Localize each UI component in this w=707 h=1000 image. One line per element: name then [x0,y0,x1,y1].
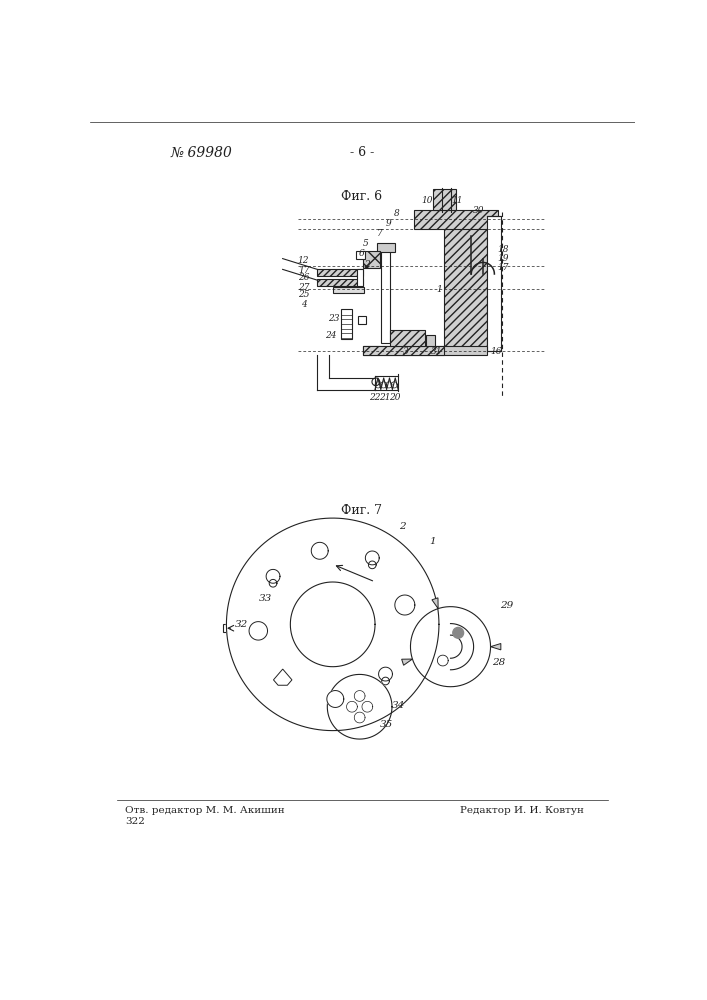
Circle shape [411,607,491,687]
Circle shape [395,595,415,615]
Text: 2: 2 [399,522,405,531]
Text: 7: 7 [377,229,382,238]
Bar [290,627,301,634]
Text: 35: 35 [380,720,393,729]
Circle shape [382,677,390,685]
Bar [390,330,425,346]
Bar [433,189,456,210]
Bar [363,251,380,268]
Text: 12: 12 [298,256,309,265]
Text: 8: 8 [394,209,399,218]
Circle shape [378,667,392,681]
Text: Редактор И. И. Ковтун: Редактор И. И. Ковтун [460,806,583,815]
Text: 26: 26 [298,273,310,282]
Text: 19: 19 [497,254,508,263]
Circle shape [327,674,392,739]
Bar [341,309,352,339]
Text: 3: 3 [403,347,409,356]
Bar [317,279,363,286]
Text: 32: 32 [235,620,247,629]
Text: 31: 31 [431,347,443,356]
Text: 27: 27 [298,283,310,292]
Circle shape [269,579,277,587]
Text: 9: 9 [386,219,392,228]
Text: 20: 20 [389,393,400,402]
Circle shape [311,542,328,559]
Text: 5: 5 [363,239,368,248]
Text: 4: 4 [301,300,307,309]
Bar [426,335,435,346]
Text: 6: 6 [359,249,365,258]
Bar [414,210,498,229]
Text: 25: 25 [298,290,310,299]
Text: 10: 10 [421,196,433,205]
Circle shape [452,627,464,638]
Text: 17: 17 [497,263,508,272]
Text: 1: 1 [429,537,436,546]
Text: 26: 26 [296,635,308,644]
Text: 23: 23 [329,314,340,323]
Text: 33: 33 [259,594,272,603]
Bar [356,251,365,259]
Text: 28: 28 [491,658,505,667]
Bar [377,243,395,252]
Polygon shape [491,643,501,650]
Text: 29: 29 [500,601,513,610]
Circle shape [438,655,448,666]
Text: 17: 17 [298,266,310,275]
Polygon shape [432,598,438,609]
Bar [223,624,294,632]
Text: 1: 1 [436,285,442,294]
Circle shape [366,551,379,565]
Circle shape [368,561,376,569]
Text: 2: 2 [365,260,370,269]
Text: 21: 21 [378,393,390,402]
Text: 24: 24 [325,331,336,340]
Bar [317,269,363,276]
Polygon shape [402,659,412,665]
Text: 30: 30 [473,206,485,215]
Circle shape [291,582,375,667]
Circle shape [249,622,267,640]
Text: № 69980: № 69980 [171,145,233,159]
Circle shape [266,569,280,583]
Text: Фиг. 6: Фиг. 6 [341,190,382,204]
Bar [363,346,444,355]
Text: 22: 22 [369,393,381,402]
Circle shape [327,691,344,707]
Text: 322: 322 [125,817,145,826]
Circle shape [226,518,439,731]
Text: 18: 18 [497,245,508,254]
Bar [334,287,364,293]
Bar [358,316,366,324]
Text: 16: 16 [490,347,502,356]
Text: 11: 11 [451,196,462,205]
Text: Отв. редактор М. М. Акишин: Отв. редактор М. М. Акишин [125,806,284,815]
Polygon shape [274,669,292,685]
Bar [357,269,363,286]
Text: 34: 34 [392,701,405,710]
Bar [381,251,390,343]
Bar [486,216,501,351]
Bar [363,346,486,355]
Text: Фиг. 7: Фиг. 7 [341,504,382,517]
Text: - 6 -: - 6 - [350,146,374,159]
Bar [444,224,486,351]
